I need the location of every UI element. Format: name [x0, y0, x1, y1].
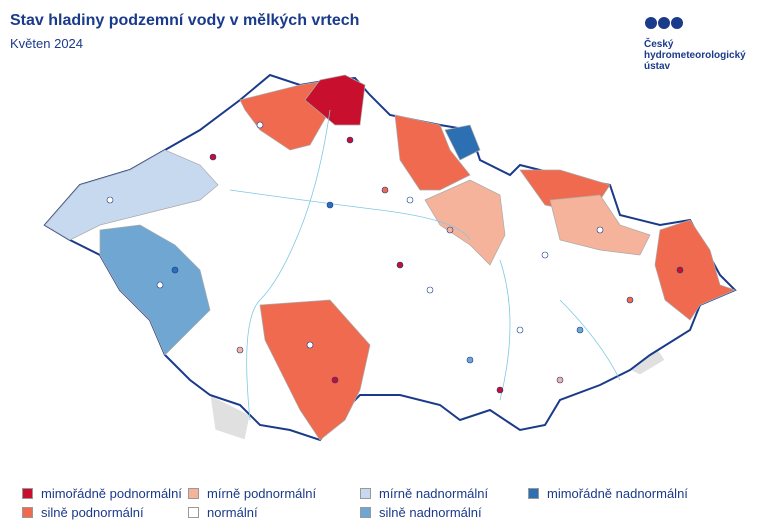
legend-label: silně podnormální — [41, 505, 144, 520]
logo-line: ústav — [644, 61, 671, 72]
subtitle: Květen 2024 — [10, 36, 84, 51]
legend-label: mimořádně nadnormální — [547, 486, 688, 501]
map — [43, 73, 737, 442]
logo: Český hydrometeorologický ústav — [644, 16, 754, 72]
legend-label: normální — [207, 505, 258, 520]
legend-item: normální — [188, 505, 360, 520]
legend-label: mírně nadnormální — [379, 486, 489, 501]
region — [654, 219, 736, 321]
legend-swatch — [360, 488, 371, 499]
legend-item: mimořádně podnormální — [22, 486, 188, 501]
legend-label: mimořádně podnormální — [41, 486, 182, 501]
logo-mark — [645, 17, 683, 29]
region — [259, 299, 371, 441]
legend-swatch — [22, 507, 33, 518]
legend-item: mimořádně nadnormální — [528, 486, 708, 501]
region — [304, 74, 366, 126]
logo-line: Český — [644, 39, 674, 50]
title: Stav hladiny podzemní vody v mělkých vrt… — [10, 12, 360, 29]
region — [394, 114, 471, 191]
region — [44, 149, 219, 241]
region — [549, 194, 651, 256]
legend-item: mírně nadnormální — [360, 486, 528, 501]
legend-swatch — [528, 488, 539, 499]
legend-swatch — [360, 507, 371, 518]
region — [99, 224, 211, 356]
region — [444, 124, 481, 161]
stations — [106, 121, 684, 394]
logo-text: Český hydrometeorologický ústav — [644, 39, 754, 72]
legend: mimořádně podnormální mírně podnormální mí… — [22, 486, 708, 520]
legend-swatch — [22, 488, 33, 499]
legend-swatch — [188, 488, 199, 499]
legend-item: silně podnormální — [22, 505, 188, 520]
legend-label: mírně podnormální — [207, 486, 317, 501]
legend-item: silně nadnormální — [360, 505, 528, 520]
logo-line: hydrometeorologický — [644, 50, 746, 61]
legend-label: silně nadnormální — [379, 505, 482, 520]
region — [424, 179, 506, 266]
rivers — [229, 109, 621, 421]
legend-item: mírně podnormální — [188, 486, 360, 501]
legend-swatch — [188, 507, 199, 518]
